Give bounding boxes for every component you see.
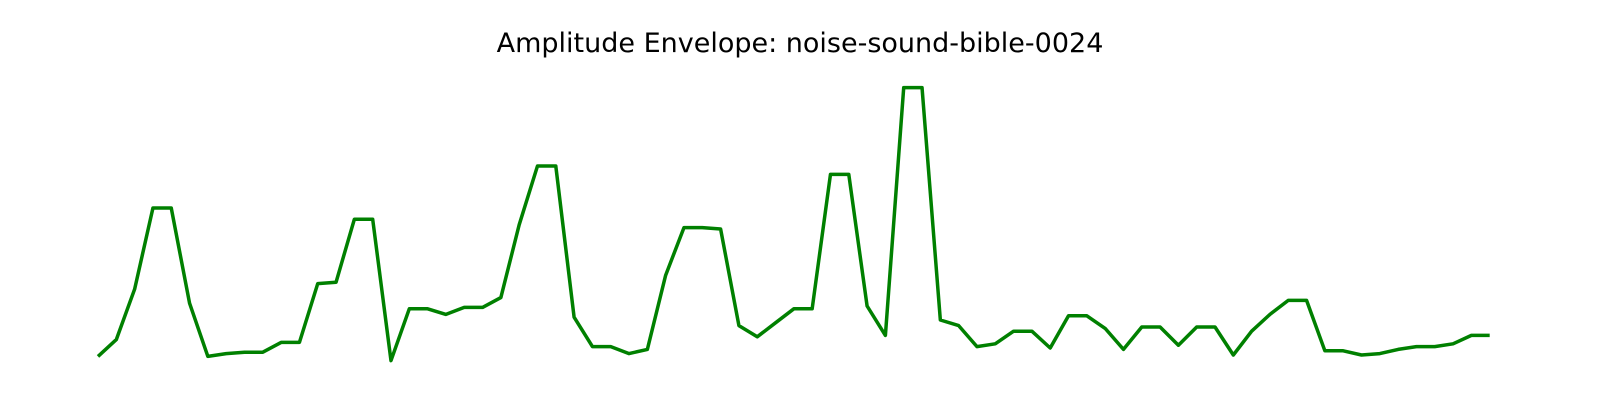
- series-line-0: [96, 85, 1490, 363]
- plot-area: [96, 85, 1490, 363]
- chart-title: Amplitude Envelope: noise-sound-bible-00…: [497, 28, 1104, 59]
